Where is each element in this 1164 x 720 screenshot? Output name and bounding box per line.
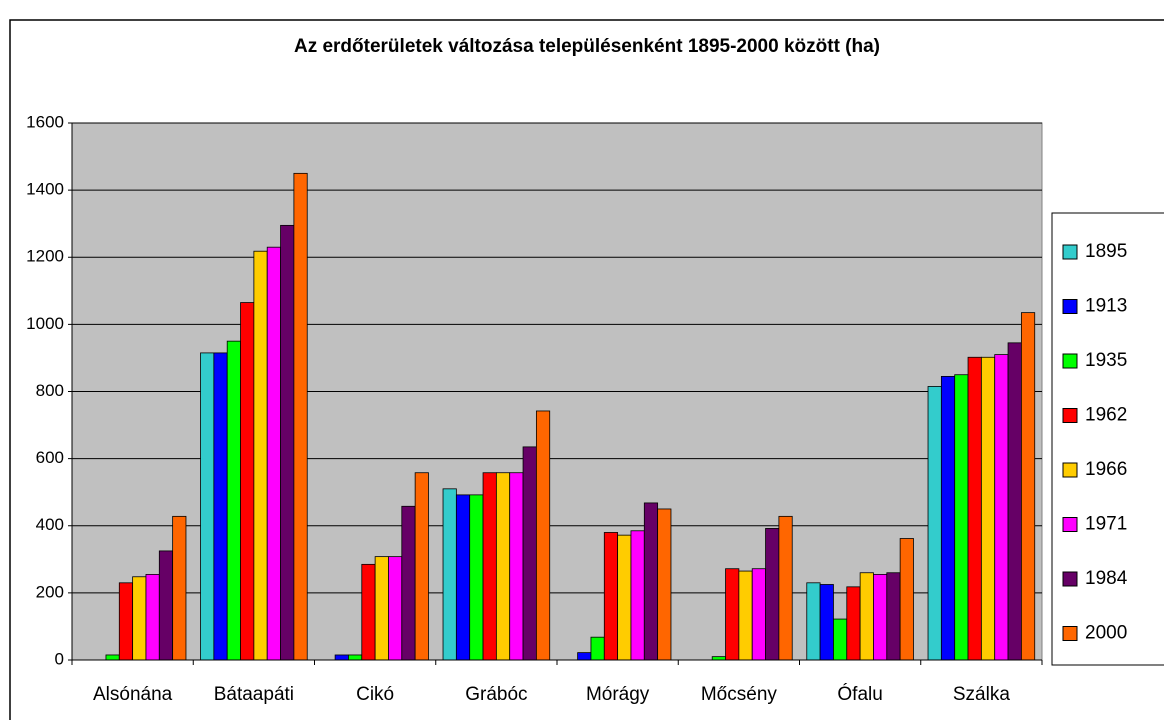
- bar: [118, 582, 134, 661]
- bar: [253, 250, 268, 661]
- y-tick-label: 600: [36, 448, 64, 467]
- chart-title: Az erdőterületek változása településenké…: [294, 36, 880, 57]
- bar: [158, 550, 174, 661]
- bar: [940, 375, 956, 661]
- y-tick-label: 1200: [26, 247, 64, 266]
- y-tick-label: 0: [55, 649, 64, 668]
- y-tick-label: 800: [36, 381, 64, 400]
- legend-swatch: [1062, 299, 1078, 314]
- bar: [859, 572, 874, 661]
- legend-label: 1971: [1085, 514, 1127, 535]
- legend-label: 2000: [1085, 623, 1127, 644]
- bar: [778, 515, 793, 661]
- bar: [846, 586, 861, 661]
- bar: [630, 530, 645, 661]
- bar: [213, 352, 228, 661]
- bar: [617, 534, 632, 661]
- legend-swatch: [1062, 517, 1078, 532]
- bar: [1007, 342, 1022, 661]
- y-tick-label: 1400: [26, 180, 64, 199]
- bar: [522, 446, 537, 661]
- legend-label: 1984: [1085, 568, 1128, 589]
- bar: [738, 570, 753, 661]
- y-tick-label: 200: [36, 582, 64, 601]
- y-tick-label: 1600: [26, 112, 64, 131]
- legend-label: 1895: [1085, 241, 1127, 262]
- bar: [819, 584, 834, 661]
- bar: [145, 574, 160, 661]
- bar: [495, 472, 511, 661]
- bar: [226, 340, 241, 661]
- bar: [806, 582, 821, 661]
- bar: [280, 224, 295, 661]
- bar: [751, 568, 766, 661]
- bar: [442, 488, 457, 661]
- legend-label: 1913: [1085, 296, 1127, 317]
- legend-swatch: [1062, 571, 1078, 587]
- x-tick-label: Cikó: [356, 684, 394, 705]
- x-tick-label: Grábóc: [465, 684, 527, 705]
- bar: [266, 246, 281, 661]
- bar: [643, 502, 659, 661]
- bar: [105, 654, 120, 661]
- bar: [994, 354, 1009, 661]
- bar: [132, 576, 147, 661]
- bar: [980, 356, 996, 661]
- legend-swatch: [1062, 244, 1078, 260]
- bar: [657, 508, 672, 661]
- x-tick-label: Szálka: [953, 684, 1010, 705]
- x-tick-label: Alsónána: [93, 684, 173, 705]
- x-tick-label: Mőcsény: [701, 684, 778, 705]
- bar: [725, 568, 740, 661]
- x-tick-label: Mórágy: [586, 684, 650, 705]
- legend-label: 1962: [1085, 405, 1127, 426]
- legend: [1051, 212, 1164, 666]
- bar: [833, 618, 848, 661]
- bar: [455, 494, 471, 661]
- bar: [172, 515, 187, 661]
- bar: [482, 472, 497, 661]
- bar: [240, 302, 255, 661]
- bar: [873, 574, 888, 661]
- bar: [577, 652, 592, 661]
- x-tick-label: Bátaapáti: [214, 684, 294, 705]
- legend-swatch: [1062, 626, 1078, 641]
- legend-swatch: [1062, 353, 1078, 369]
- bar: [348, 654, 363, 661]
- bar: [200, 352, 215, 661]
- bar: [293, 172, 308, 661]
- legend-label: 1966: [1085, 459, 1127, 480]
- bar: [374, 556, 389, 661]
- y-tick-label: 400: [36, 515, 64, 534]
- bar: [927, 386, 942, 661]
- bar: [590, 636, 605, 661]
- bar: [509, 472, 524, 661]
- bar: [967, 356, 982, 661]
- bar: [361, 563, 376, 661]
- x-tick-label: Ófalu: [837, 683, 882, 705]
- bar: [603, 532, 619, 661]
- bar: [414, 472, 429, 661]
- bar: [954, 374, 969, 661]
- bar: [334, 654, 349, 661]
- legend-label: 1935: [1085, 350, 1127, 371]
- bar: [401, 505, 416, 661]
- bar: [765, 528, 780, 661]
- bar: [899, 538, 914, 661]
- bar: [886, 572, 901, 661]
- bar: [388, 556, 403, 661]
- legend-swatch: [1062, 408, 1078, 423]
- bar: [711, 656, 726, 661]
- y-tick-label: 1000: [26, 314, 64, 333]
- bar: [535, 410, 551, 661]
- bar: [469, 494, 484, 661]
- legend-swatch: [1062, 462, 1078, 478]
- bar: [1020, 312, 1036, 661]
